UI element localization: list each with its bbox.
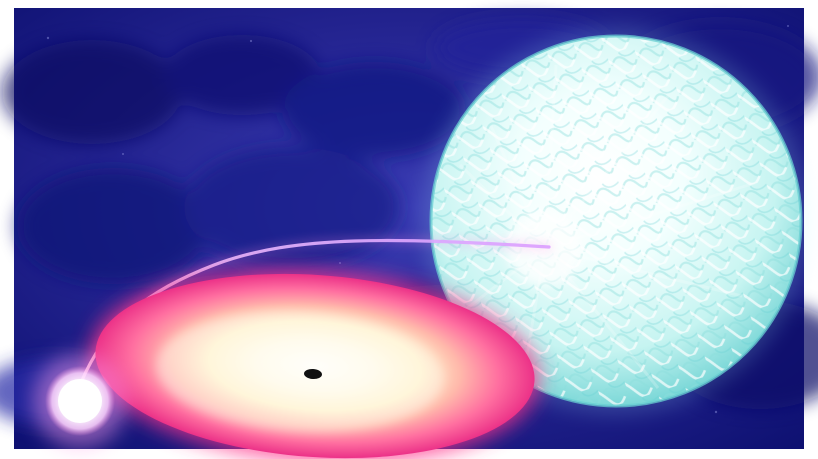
impact-hot-spot (33, 354, 127, 448)
